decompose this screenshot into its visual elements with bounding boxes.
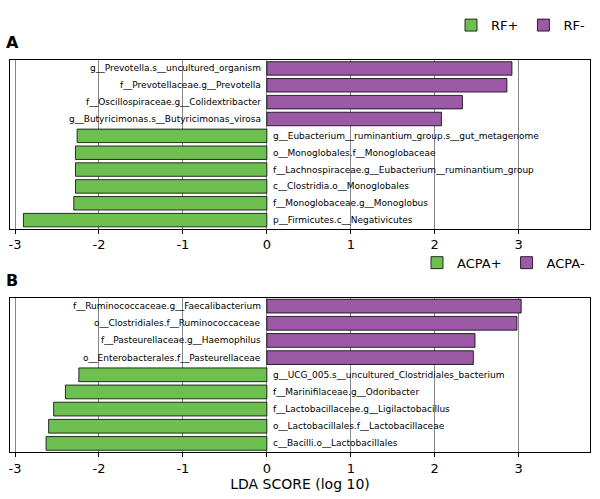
svg-text:o__Monoglobales.f__Monoglobace: o__Monoglobales.f__Monoglobaceae — [273, 148, 436, 158]
svg-text:o__Enterobacterales.f__Pasteur: o__Enterobacterales.f__Pasteurellaceae — [83, 353, 261, 363]
svg-text:ACPA-: ACPA- — [547, 256, 585, 271]
svg-text:A: A — [6, 33, 19, 52]
svg-text:3: 3 — [515, 237, 523, 252]
svg-text:RF-: RF- — [563, 18, 585, 33]
svg-text:c__Bacilli.o__Lactobacillales: c__Bacilli.o__Lactobacillales — [273, 438, 398, 448]
svg-text:g__UCG_005.s__uncultured_Clost: g__UCG_005.s__uncultured_Clostridiales_b… — [273, 370, 504, 380]
svg-text:2: 2 — [431, 461, 439, 476]
svg-text:c__Clostridia.o__Monoglobales: c__Clostridia.o__Monoglobales — [273, 181, 409, 191]
svg-text:-1: -1 — [176, 237, 189, 252]
svg-text:p__Firmicutes.c__Negativicutes: p__Firmicutes.c__Negativicutes — [273, 215, 413, 225]
svg-text:0: 0 — [263, 237, 271, 252]
svg-text:1: 1 — [347, 461, 355, 476]
svg-text:3: 3 — [515, 461, 523, 476]
svg-text:-2: -2 — [92, 237, 105, 252]
svg-text:f__Marinifilaceae.g__Odoribact: f__Marinifilaceae.g__Odoribacter — [273, 387, 419, 397]
svg-text:0: 0 — [263, 461, 271, 476]
svg-text:f__Pasteurellaceae.g__Haemophi: f__Pasteurellaceae.g__Haemophilus — [101, 335, 261, 345]
svg-text:ACPA+: ACPA+ — [457, 256, 502, 271]
svg-text:f__Prevotellaceae.g__Prevotell: f__Prevotellaceae.g__Prevotella — [120, 80, 261, 90]
svg-text:f__Oscillospiraceae.g__Colidex: f__Oscillospiraceae.g__Colidextribacter — [86, 97, 261, 107]
svg-text:g__Prevotella.s__uncultured_or: g__Prevotella.s__uncultured_organism — [90, 63, 261, 73]
svg-text:g__Eubacterium__ruminantium_gr: g__Eubacterium__ruminantium_group.s__gut… — [273, 131, 539, 141]
svg-text:-2: -2 — [92, 461, 105, 476]
svg-text:RF+: RF+ — [491, 18, 518, 33]
svg-text:g__Butyricimonas.s__Butyricimo: g__Butyricimonas.s__Butyricimonas_virosa — [69, 114, 261, 124]
svg-text:-3: -3 — [9, 237, 22, 252]
svg-text:f__Lachnospiraceae.g__Eubacter: f__Lachnospiraceae.g__Eubacterium__rumin… — [273, 165, 534, 175]
svg-text:B: B — [6, 271, 18, 290]
svg-text:o__Clostridiales.f__Ruminococc: o__Clostridiales.f__Ruminococcaceae — [94, 318, 261, 328]
svg-text:f__Lactobacillaceae.g__Ligilac: f__Lactobacillaceae.g__Ligilactobacillus — [273, 404, 450, 414]
svg-text:1: 1 — [347, 237, 355, 252]
svg-text:f__Ruminococcaceae.g__Faecalib: f__Ruminococcaceae.g__Faecalibacterium — [73, 301, 261, 311]
svg-text:-1: -1 — [176, 461, 189, 476]
svg-text:o__Lactobacillales.f__Lactobac: o__Lactobacillales.f__Lactobacillaceae — [273, 421, 445, 431]
svg-text:LDA SCORE (log 10): LDA SCORE (log 10) — [230, 476, 370, 492]
svg-text:2: 2 — [431, 237, 439, 252]
svg-text:-3: -3 — [9, 461, 22, 476]
svg-text:f__Monoglobaceae.g__Monoglobus: f__Monoglobaceae.g__Monoglobus — [273, 198, 428, 208]
